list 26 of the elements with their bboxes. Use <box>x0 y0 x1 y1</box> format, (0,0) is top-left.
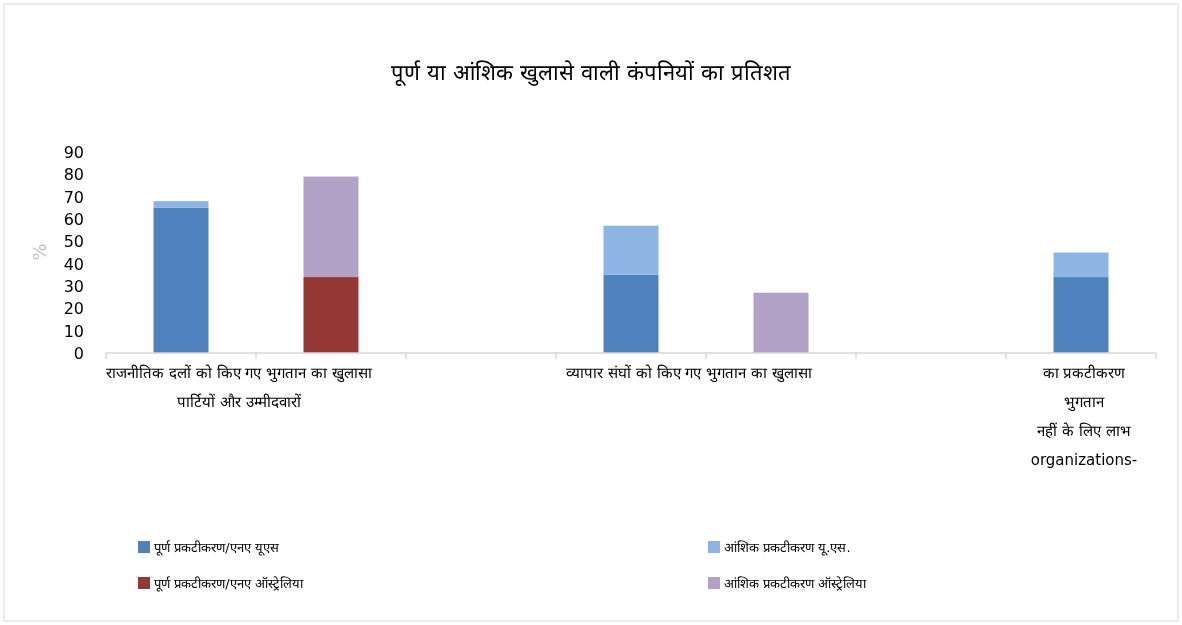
bar <box>1053 277 1109 353</box>
legend-label: पूर्ण प्रकटीकरण/एनए यूएस <box>154 540 279 556</box>
x-tick-label: व्यापार संघों को किए गए भुगतान का खुलासा <box>566 364 813 383</box>
y-tick-label: 20 <box>63 299 84 319</box>
chart-title: पूर्ण या आंशिक खुलासे वाली कंपनियों का प्रतिशत <box>391 60 791 87</box>
bar <box>603 225 659 275</box>
legend-label: पूर्ण प्रकटीकरण/एनए ऑस्ट्रेलिया <box>154 576 304 592</box>
y-tick-label: 40 <box>63 254 84 274</box>
bar <box>1053 252 1109 278</box>
x-tick-label: राजनीतिक दलों को किए गए भुगतान का खुलासा पार्टियों और उम्मीदवारों <box>106 364 373 411</box>
bar <box>603 274 659 353</box>
y-tick-label: 80 <box>63 165 84 185</box>
y-tick-label: 10 <box>63 321 84 341</box>
x-tick-label: का प्रकटीकरण भुगतान नहीं के लिए लाभ organizations- <box>1030 364 1138 469</box>
bar <box>153 207 209 353</box>
legend-label: आंशिक प्रकटीकरण यू.एस. <box>724 540 851 556</box>
y-tick-label: 50 <box>63 232 84 252</box>
y-tick-label: 90 <box>63 143 84 162</box>
y-tick-label: 0 <box>73 344 84 363</box>
y-axis-title: % <box>29 243 50 261</box>
bar <box>753 292 809 353</box>
y-tick-label: 30 <box>63 277 84 296</box>
bar <box>153 201 209 208</box>
y-tick-label: 60 <box>63 210 84 229</box>
y-tick-label: 70 <box>63 187 84 207</box>
legend-label: आंशिक प्रकटीकरण ऑस्ट्रेलिया <box>724 576 868 591</box>
